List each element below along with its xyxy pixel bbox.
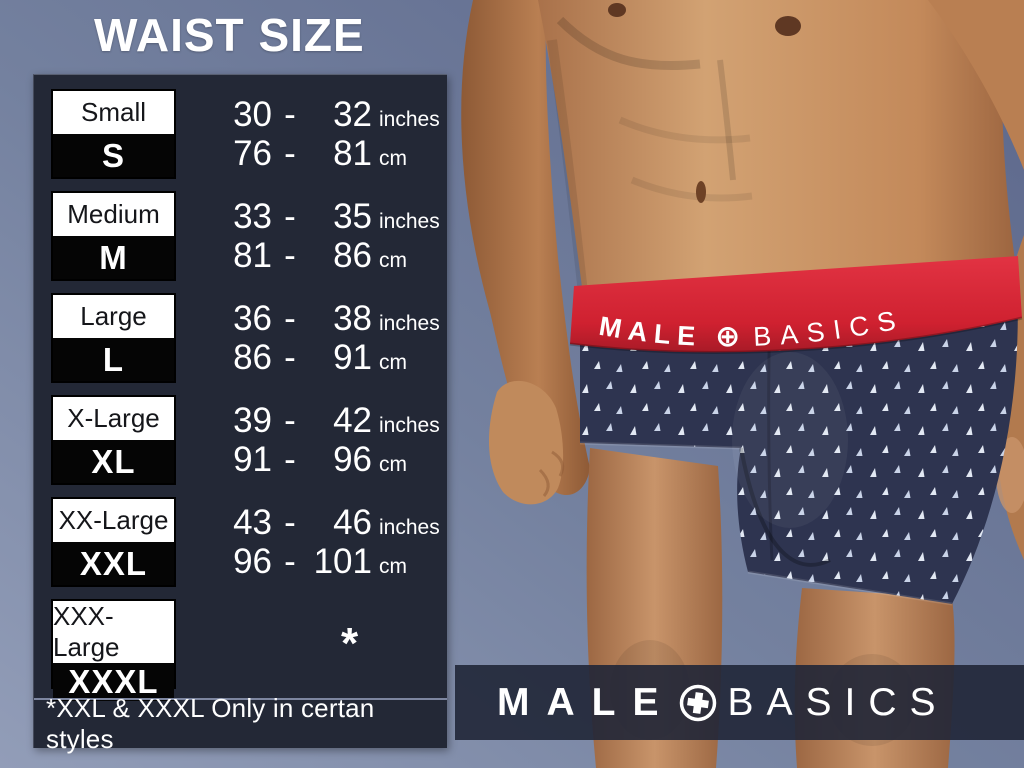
size-measurements: 30 - 32 inches 76 - 81 cm (208, 95, 440, 173)
inches-to: 46 (333, 502, 372, 542)
nipple (775, 16, 801, 36)
inches-line: 33 - 35 inches (208, 197, 440, 236)
cm-from: 96 (233, 542, 272, 581)
size-rows: Small S 30 - 32 inches 76 - 81 cm (51, 89, 440, 701)
cm-line: 86 - 91 cm (208, 338, 440, 377)
range-dash: - (284, 94, 296, 134)
cm-line: 96 - 101 cm (208, 542, 440, 581)
size-code: XXL (53, 542, 174, 585)
size-chart-panel: Small S 30 - 32 inches 76 - 81 cm (33, 74, 447, 754)
size-box: XX-Large XXL (51, 497, 176, 587)
range-dash: - (284, 400, 296, 440)
size-box: XXX-Large XXXL (51, 599, 176, 701)
size-measurements: 39 - 42 inches 91 - 96 cm (208, 401, 440, 479)
size-label: X-Large (53, 397, 174, 440)
footnote: *XXL & XXXL Only in certan styles (34, 693, 447, 754)
brand-basics-text: BASICS (727, 680, 949, 724)
inches-to: 35 (333, 196, 372, 236)
cm-from: 81 (233, 236, 272, 275)
inches-unit: inches (379, 413, 440, 437)
size-row-xlarge: X-Large XL 39 - 42 inches 91 - 96 cm (51, 395, 440, 485)
xxxl-asterisk: * (341, 619, 359, 668)
cm-unit: cm (379, 555, 407, 578)
size-label: XX-Large (53, 499, 174, 542)
cm-unit: cm (379, 351, 407, 374)
size-label: Large (53, 295, 174, 338)
range-dash: - (284, 502, 296, 542)
inches-to: 32 (333, 94, 372, 134)
size-label: XXX-Large (53, 601, 174, 663)
brand-male-text: MALE (497, 680, 676, 724)
inches-from: 39 (233, 400, 272, 440)
size-code: L (53, 338, 174, 381)
cm-to: 96 (333, 440, 372, 479)
inches-unit: inches (379, 515, 440, 539)
range-dash: - (284, 196, 296, 236)
inches-unit: inches (379, 311, 440, 335)
size-code: XXXL (53, 663, 174, 701)
range-dash: - (284, 338, 296, 377)
cm-to: 91 (333, 338, 372, 377)
inches-line: 39 - 42 inches (208, 401, 440, 440)
model-right-arm (461, 0, 590, 496)
size-box: Small S (51, 89, 176, 179)
cm-line: 81 - 86 cm (208, 236, 440, 275)
cm-unit: cm (379, 249, 407, 272)
inches-line: 30 - 32 inches (208, 95, 440, 134)
size-measurements: 43 - 46 inches 96 - 101 cm (208, 503, 440, 581)
size-measurements: 33 - 35 inches 81 - 86 cm (208, 197, 440, 275)
size-row-xxlarge: XX-Large XXL 43 - 46 inches 96 - 101 cm (51, 497, 440, 587)
model-left-arm-upper (928, 0, 1024, 170)
cm-to: 81 (333, 134, 372, 173)
size-label: Small (53, 91, 174, 134)
inches-from: 36 (233, 298, 272, 338)
inches-unit: inches (379, 107, 440, 131)
plus-circle-icon (679, 684, 716, 721)
navel (696, 181, 706, 203)
nipple (608, 3, 626, 17)
inches-from: 33 (233, 196, 272, 236)
size-code: S (53, 134, 174, 177)
range-dash: - (284, 440, 296, 479)
cm-unit: cm (379, 147, 407, 170)
cm-line: 76 - 81 cm (208, 134, 440, 173)
cm-line: 91 - 96 cm (208, 440, 440, 479)
cm-to: 86 (333, 236, 372, 275)
cm-from: 86 (233, 338, 272, 377)
inches-from: 43 (233, 502, 272, 542)
inches-to: 38 (333, 298, 372, 338)
cm-unit: cm (379, 453, 407, 476)
size-row-xxxlarge: XXX-Large XXXL * (51, 599, 437, 701)
cm-from: 76 (233, 134, 272, 173)
size-code: M (53, 236, 174, 279)
page-title: WAIST SIZE (94, 9, 365, 61)
size-box: X-Large XL (51, 395, 176, 485)
waistband-plus-icon: ⊕ (715, 320, 740, 353)
size-label: Medium (53, 193, 174, 236)
size-code: XL (53, 440, 174, 483)
range-dash: - (284, 134, 296, 173)
size-box: Medium M (51, 191, 176, 281)
size-row-medium: Medium M 33 - 35 inches 81 - 86 cm (51, 191, 440, 281)
range-dash: - (284, 236, 296, 275)
inches-line: 43 - 46 inches (208, 503, 440, 542)
inches-from: 30 (233, 94, 272, 134)
size-row-small: Small S 30 - 32 inches 76 - 81 cm (51, 89, 440, 179)
range-dash: - (284, 298, 296, 338)
model-torso (538, 0, 1016, 302)
inches-to: 42 (333, 400, 372, 440)
inches-line: 36 - 38 inches (208, 299, 440, 338)
inches-unit: inches (379, 209, 440, 233)
brand-bar: MALE BASICS (455, 665, 1024, 740)
cm-from: 91 (233, 440, 272, 479)
size-box: Large L (51, 293, 176, 383)
waistband (570, 256, 1022, 353)
size-row-large: Large L 36 - 38 inches 86 - 91 cm (51, 293, 440, 383)
range-dash: - (284, 542, 296, 581)
cm-to: 101 (313, 542, 372, 581)
size-measurements: 36 - 38 inches 86 - 91 cm (208, 299, 440, 377)
